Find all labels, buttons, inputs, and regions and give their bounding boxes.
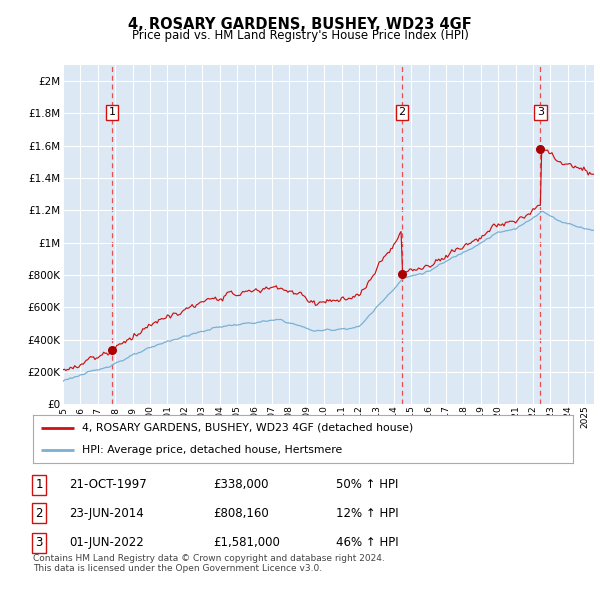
- Text: £1,581,000: £1,581,000: [213, 536, 280, 549]
- Text: £338,000: £338,000: [213, 478, 269, 491]
- Text: Price paid vs. HM Land Registry's House Price Index (HPI): Price paid vs. HM Land Registry's House …: [131, 30, 469, 42]
- Text: 2: 2: [35, 507, 43, 520]
- Text: 12% ↑ HPI: 12% ↑ HPI: [336, 507, 398, 520]
- Text: 4, ROSARY GARDENS, BUSHEY, WD23 4GF: 4, ROSARY GARDENS, BUSHEY, WD23 4GF: [128, 17, 472, 31]
- Text: 1: 1: [109, 107, 115, 117]
- Text: HPI: Average price, detached house, Hertsmere: HPI: Average price, detached house, Hert…: [82, 445, 342, 455]
- Text: 01-JUN-2022: 01-JUN-2022: [69, 536, 144, 549]
- Text: 3: 3: [537, 107, 544, 117]
- Text: 4, ROSARY GARDENS, BUSHEY, WD23 4GF (detached house): 4, ROSARY GARDENS, BUSHEY, WD23 4GF (det…: [82, 423, 413, 433]
- Text: £808,160: £808,160: [213, 507, 269, 520]
- Text: 23-JUN-2014: 23-JUN-2014: [69, 507, 144, 520]
- Text: 1: 1: [35, 478, 43, 491]
- Text: 2: 2: [398, 107, 406, 117]
- Text: 46% ↑ HPI: 46% ↑ HPI: [336, 536, 398, 549]
- Text: Contains HM Land Registry data © Crown copyright and database right 2024.
This d: Contains HM Land Registry data © Crown c…: [33, 554, 385, 573]
- Text: 50% ↑ HPI: 50% ↑ HPI: [336, 478, 398, 491]
- Text: 21-OCT-1997: 21-OCT-1997: [69, 478, 147, 491]
- Text: 3: 3: [35, 536, 43, 549]
